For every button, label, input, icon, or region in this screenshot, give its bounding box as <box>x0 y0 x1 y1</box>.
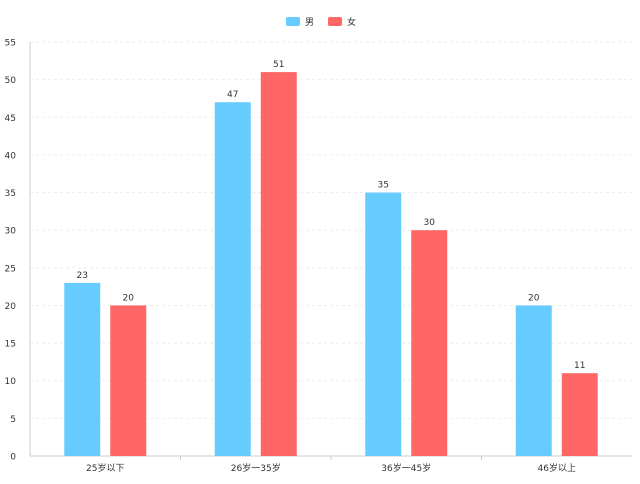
legend-swatch <box>286 17 300 26</box>
legend-swatch <box>328 17 342 26</box>
y-tick-label: 30 <box>5 227 17 237</box>
data-label: 30 <box>424 218 436 228</box>
x-tick-label: 26岁一35岁 <box>231 462 281 474</box>
data-label: 47 <box>227 90 238 100</box>
bar-male <box>365 192 402 456</box>
y-tick-label: 20 <box>5 302 17 312</box>
y-tick-label: 0 <box>10 453 16 463</box>
bar-male <box>214 102 251 456</box>
x-tick-label: 36岁一45岁 <box>381 462 431 474</box>
y-tick-label: 35 <box>5 189 16 199</box>
y-tick-label: 55 <box>5 39 16 49</box>
data-label: 35 <box>378 181 389 191</box>
bar-female <box>561 373 598 456</box>
y-tick-label: 45 <box>5 114 16 124</box>
data-labels: 23 20 47 51 35 30 20 11 <box>77 60 586 371</box>
data-label: 20 <box>123 293 135 303</box>
x-tick-label: 25岁以下 <box>86 462 124 474</box>
data-label: 51 <box>273 60 284 70</box>
y-tick-label: 15 <box>5 340 16 350</box>
bar-female <box>411 230 448 456</box>
bar-female <box>260 72 297 456</box>
y-tick-label: 10 <box>5 377 17 387</box>
x-axis: 25岁以下 26岁一35岁 36岁一45岁 46岁以上 <box>30 455 632 474</box>
legend-label: 男 <box>305 17 314 28</box>
bar-male <box>64 282 101 456</box>
bar-male <box>515 305 552 456</box>
bar-female <box>110 305 147 456</box>
grid-lines <box>30 41 632 419</box>
legend-label: 女 <box>347 16 356 28</box>
y-tick-label: 25 <box>5 264 16 274</box>
legend: 男女 <box>286 16 356 28</box>
x-tick-label: 46岁以上 <box>538 462 576 474</box>
y-tick-label: 5 <box>10 415 16 425</box>
y-axis: 0 5 10 15 20 25 30 35 40 45 50 55 <box>5 39 31 463</box>
data-label: 20 <box>528 293 540 303</box>
y-tick-label: 50 <box>5 76 17 86</box>
y-tick-label: 40 <box>5 151 17 161</box>
data-label: 23 <box>77 271 88 281</box>
bar-series <box>64 72 598 456</box>
data-label: 11 <box>574 361 585 371</box>
